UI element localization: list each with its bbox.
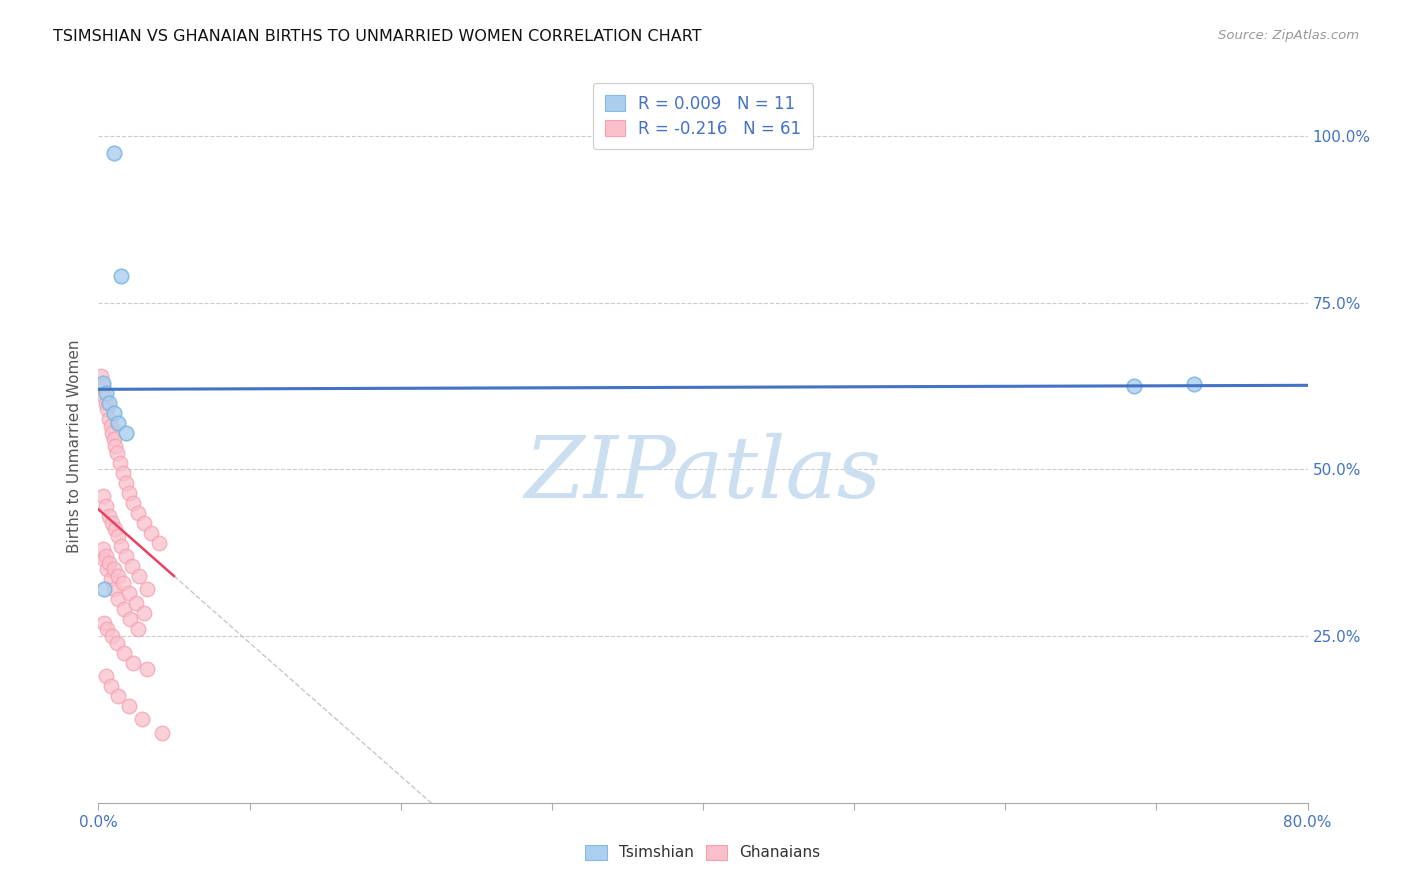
Point <box>104 439 127 453</box>
Point <box>148 535 170 549</box>
Point <box>118 699 141 714</box>
Point <box>103 582 125 597</box>
Point <box>91 376 114 390</box>
Point <box>110 539 132 553</box>
Point <box>107 569 129 583</box>
Point <box>127 623 149 637</box>
Point <box>98 509 121 524</box>
Point <box>103 433 125 447</box>
Point <box>91 489 114 503</box>
Point <box>98 412 121 426</box>
Point <box>91 542 114 557</box>
Point <box>122 496 145 510</box>
Point <box>94 385 117 400</box>
Point <box>93 552 115 566</box>
Point <box>96 562 118 576</box>
Point <box>118 585 141 599</box>
Point <box>98 395 121 409</box>
Point <box>91 379 114 393</box>
Point <box>128 569 150 583</box>
Point <box>112 602 135 616</box>
Point <box>94 395 117 409</box>
Point <box>125 596 148 610</box>
Point <box>131 713 153 727</box>
Point <box>103 562 125 576</box>
Point <box>104 522 127 536</box>
Point <box>127 506 149 520</box>
Point <box>120 612 142 626</box>
Point <box>94 549 117 563</box>
Point <box>93 582 115 597</box>
Point <box>118 485 141 500</box>
Point <box>135 662 157 676</box>
Point <box>93 389 115 403</box>
Point <box>114 475 136 490</box>
Point <box>107 529 129 543</box>
Point <box>132 516 155 530</box>
Point <box>107 416 129 430</box>
Point <box>132 606 155 620</box>
Point <box>150 725 173 739</box>
Point <box>100 573 122 587</box>
Point <box>101 629 124 643</box>
Point <box>96 623 118 637</box>
Point <box>94 499 117 513</box>
Point <box>100 679 122 693</box>
Point <box>1182 376 1205 391</box>
Point <box>114 425 136 440</box>
Point <box>111 466 134 480</box>
Point <box>93 615 115 630</box>
Point <box>103 145 125 160</box>
Point <box>111 575 134 590</box>
Point <box>96 402 118 417</box>
Point <box>105 636 128 650</box>
Point <box>98 556 121 570</box>
Point <box>100 419 122 434</box>
Point <box>108 456 131 470</box>
Text: TSIMSHIAN VS GHANAIAN BIRTHS TO UNMARRIED WOMEN CORRELATION CHART: TSIMSHIAN VS GHANAIAN BIRTHS TO UNMARRIE… <box>53 29 702 44</box>
Point <box>90 368 112 383</box>
Point <box>121 559 143 574</box>
Point <box>135 582 157 597</box>
Point <box>105 445 128 459</box>
Point <box>94 669 117 683</box>
Point <box>101 425 124 440</box>
Point <box>110 268 132 283</box>
Point <box>103 406 125 420</box>
Point <box>141 525 163 540</box>
Point <box>112 646 135 660</box>
Legend: Tsimshian, Ghanaians: Tsimshian, Ghanaians <box>579 838 827 866</box>
Point <box>122 656 145 670</box>
Y-axis label: Births to Unmarried Women: Births to Unmarried Women <box>67 339 83 553</box>
Text: Source: ZipAtlas.com: Source: ZipAtlas.com <box>1219 29 1360 42</box>
Text: ZIPatlas: ZIPatlas <box>524 434 882 516</box>
Point <box>101 516 124 530</box>
Point <box>107 592 129 607</box>
Point <box>114 549 136 563</box>
Point <box>107 689 129 703</box>
Point <box>1122 379 1144 393</box>
